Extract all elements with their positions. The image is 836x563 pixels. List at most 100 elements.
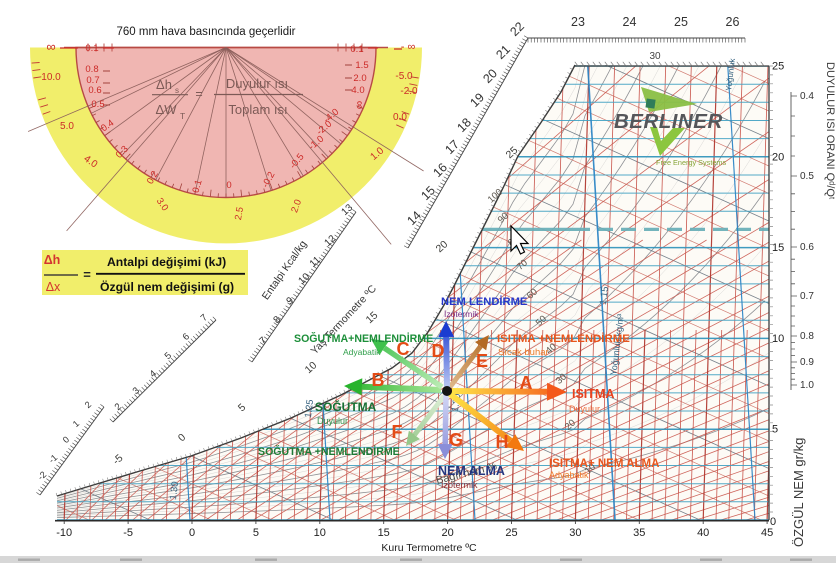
svg-text:0.0: 0.0 [393, 112, 407, 123]
svg-text:0: 0 [226, 180, 231, 191]
svg-text:Yoğunluk: Yoğunluk [724, 57, 737, 91]
svg-text:1.25: 1.25 [303, 399, 316, 419]
svg-text:1.0: 1.0 [800, 380, 814, 391]
svg-text:5: 5 [253, 527, 259, 539]
svg-text:0.8: 0.8 [800, 331, 814, 342]
svg-text:H: H [496, 432, 509, 452]
svg-text:4: 4 [148, 368, 159, 380]
svg-text:0: 0 [770, 516, 776, 528]
svg-text:∞: ∞ [46, 39, 55, 54]
svg-text:Özgül nem değişimi (g): Özgül nem değişimi (g) [100, 279, 234, 294]
svg-text:SOĞUTMA+NEMLENDİRME: SOĞUTMA+NEMLENDİRME [294, 332, 433, 345]
svg-text:E: E [476, 351, 488, 371]
svg-text:0.1: 0.1 [350, 44, 363, 55]
svg-text:Adyabatik: Adyabatik [549, 470, 589, 480]
svg-text:Sıcak buhar: Sıcak buhar [498, 347, 549, 358]
svg-text:NEM LENDİRME: NEM LENDİRME [441, 295, 528, 308]
svg-text:1.15: 1.15 [598, 286, 611, 306]
svg-text:D: D [432, 341, 445, 361]
svg-text:5.0: 5.0 [60, 121, 74, 132]
svg-text:C: C [397, 339, 410, 359]
svg-text:Duyulur: Duyulur [317, 416, 348, 426]
svg-text:0.6: 0.6 [800, 242, 814, 253]
svg-text:25: 25 [505, 527, 517, 539]
svg-text:F: F [392, 422, 403, 442]
svg-text:A: A [520, 373, 533, 393]
svg-text:=: = [83, 267, 91, 282]
svg-text:s: s [175, 86, 179, 95]
svg-text:1.30: 1.30 [168, 481, 181, 501]
svg-text:T: T [180, 111, 185, 121]
svg-text:2.0: 2.0 [289, 198, 304, 214]
svg-text:26: 26 [726, 15, 740, 29]
svg-text:1.5: 1.5 [355, 60, 368, 71]
svg-text:0.7: 0.7 [800, 291, 814, 302]
svg-text:SOĞUTMA +NEMLENDİRME: SOĞUTMA +NEMLENDİRME [258, 445, 400, 458]
svg-text:760 mm hava basıncında geçerli: 760 mm hava basıncında geçerlidir [117, 26, 296, 38]
svg-text:20: 20 [772, 151, 784, 163]
svg-text:30: 30 [569, 527, 581, 539]
svg-text:0.6: 0.6 [88, 85, 101, 96]
svg-text:Δh: Δh [156, 77, 172, 92]
svg-text:25: 25 [674, 15, 688, 29]
svg-text:5: 5 [772, 424, 778, 436]
svg-text:B: B [372, 370, 385, 390]
svg-text:0.8: 0.8 [85, 64, 98, 75]
svg-text:Free Energy Systems: Free Energy Systems [656, 158, 727, 167]
svg-text:∞: ∞ [353, 101, 367, 110]
svg-text:0.7: 0.7 [86, 75, 99, 86]
svg-text:24: 24 [623, 15, 637, 29]
svg-text:0: 0 [61, 434, 71, 445]
svg-text:Duyulur ısı: Duyulur ısı [226, 76, 288, 91]
svg-text:Duyulur: Duyulur [569, 404, 600, 414]
svg-text:-5.0: -5.0 [395, 71, 413, 82]
svg-text:6: 6 [181, 331, 192, 343]
svg-text:İzotermik: İzotermik [444, 309, 479, 319]
svg-text:0.4: 0.4 [800, 91, 814, 102]
svg-text:Antalpi değişimi (kJ): Antalpi değişimi (kJ) [107, 255, 226, 269]
svg-text:0.1: 0.1 [85, 43, 98, 54]
svg-text:NEM ALMA: NEM ALMA [438, 464, 505, 478]
svg-text:20: 20 [441, 527, 453, 539]
svg-text:-5: -5 [123, 527, 133, 539]
svg-text:7: 7 [199, 312, 210, 324]
svg-text:G: G [449, 430, 463, 450]
svg-text:Toplam ısı: Toplam ısı [228, 102, 287, 117]
svg-text:ÖZGÜL NEM gr/kg: ÖZGÜL NEM gr/kg [791, 438, 806, 547]
svg-text:0.5: 0.5 [800, 171, 814, 182]
svg-text:2: 2 [113, 401, 124, 413]
svg-text:0.1: 0.1 [191, 179, 205, 195]
svg-text:0: 0 [189, 527, 195, 539]
svg-text:0.5: 0.5 [91, 99, 104, 110]
svg-text:SOĞUTMA: SOĞUTMA [315, 399, 377, 414]
svg-text:0.9: 0.9 [800, 357, 814, 368]
svg-text:- ∞: - ∞ [401, 41, 416, 53]
svg-text:3: 3 [131, 385, 142, 397]
svg-text:2.0: 2.0 [353, 73, 366, 84]
svg-text:2.5: 2.5 [233, 206, 246, 221]
svg-text:7: 7 [258, 335, 270, 347]
svg-text:10: 10 [772, 333, 784, 345]
svg-text:9: 9 [285, 295, 297, 307]
svg-text:BERLINER: BERLINER [614, 110, 723, 133]
svg-text:15: 15 [772, 242, 784, 254]
svg-text:15: 15 [378, 527, 390, 539]
svg-text:30: 30 [649, 51, 661, 62]
svg-text:2: 2 [83, 399, 93, 410]
svg-text:35: 35 [633, 527, 645, 539]
svg-text:=: = [195, 87, 202, 101]
svg-text:Kuru Termometre ºC: Kuru Termometre ºC [381, 542, 477, 554]
svg-text:4.0: 4.0 [351, 85, 364, 96]
svg-text:23: 23 [571, 15, 585, 29]
svg-text:5: 5 [163, 350, 174, 362]
svg-text:25: 25 [772, 61, 784, 73]
svg-text:-2.0: -2.0 [400, 86, 418, 97]
svg-text:ISITMA: ISITMA [572, 387, 614, 401]
svg-text:ISITMA +NEMLENDİRME: ISITMA +NEMLENDİRME [497, 332, 630, 345]
svg-text:İzotermik: İzotermik [441, 480, 478, 490]
svg-text:Δx: Δx [46, 280, 61, 294]
svg-text:45: 45 [761, 527, 773, 539]
svg-text:8: 8 [272, 314, 284, 326]
svg-text:-10: -10 [56, 527, 72, 539]
svg-text:10: 10 [314, 527, 326, 539]
